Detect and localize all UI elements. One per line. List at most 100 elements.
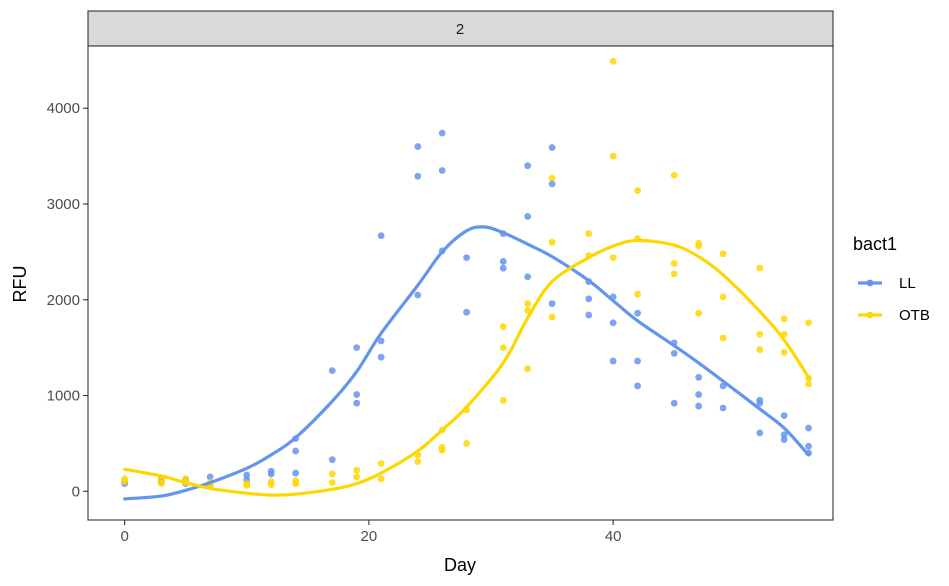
y-tick-label: 3000: [47, 196, 80, 213]
data-point-ll: [609, 319, 617, 327]
data-point-otb: [267, 478, 275, 486]
x-axis-title: Day: [444, 555, 476, 575]
legend-title: bact1: [853, 234, 897, 254]
legend: bact1 LL OTB: [853, 234, 930, 324]
data-point-otb: [756, 330, 764, 338]
x-tick-label: 20: [361, 528, 378, 545]
data-point-otb: [328, 470, 336, 478]
data-point-ll: [438, 129, 446, 137]
data-point-ll: [292, 447, 300, 455]
data-point-ll: [463, 308, 471, 316]
trend-line-otb: [123, 238, 811, 497]
data-point-otb: [670, 259, 678, 267]
data-point-otb: [805, 380, 812, 388]
data-point-ll: [780, 412, 788, 420]
data-point-ll: [524, 273, 532, 281]
data-point-otb: [157, 480, 165, 488]
data-point-otb: [243, 482, 251, 489]
data-point-otb: [634, 187, 641, 194]
data-point-ll: [377, 353, 385, 361]
data-point-otb: [670, 171, 678, 179]
data-point-otb: [756, 346, 764, 353]
trend-line-ll: [123, 225, 811, 501]
data-point-ll: [414, 172, 422, 180]
data-point-ll: [377, 337, 385, 345]
y-axis: 0 1000 2000 3000 4000: [47, 100, 88, 500]
legend-point-otb: [866, 311, 874, 319]
x-tick-label: 40: [605, 528, 622, 545]
legend-point-ll: [866, 279, 874, 287]
data-point-otb: [548, 313, 556, 321]
data-point-ll: [695, 373, 703, 381]
y-tick-label: 0: [72, 483, 80, 500]
data-point-otb: [670, 270, 678, 278]
data-point-otb: [499, 323, 507, 330]
trend-layer: [123, 225, 811, 501]
data-point-ll: [243, 471, 251, 479]
data-point-otb: [292, 477, 300, 485]
data-point-ll: [328, 367, 336, 375]
data-point-otb: [805, 319, 812, 327]
data-point-otb: [499, 396, 507, 404]
data-point-ll: [377, 232, 385, 240]
data-point-otb: [585, 230, 593, 238]
data-point-otb: [377, 475, 385, 483]
data-point-otb: [463, 439, 471, 447]
data-point-ll: [756, 396, 764, 404]
data-point-ll: [414, 143, 422, 150]
data-point-otb: [353, 466, 361, 474]
data-point-ll: [756, 429, 764, 437]
data-point-otb: [609, 254, 617, 262]
data-point-ll: [548, 300, 556, 307]
data-point-ll: [524, 213, 532, 220]
data-point-otb: [353, 473, 361, 481]
data-point-otb: [377, 460, 385, 467]
data-point-otb: [524, 300, 532, 307]
data-point-ll: [353, 391, 361, 398]
data-point-otb: [609, 57, 617, 65]
data-point-ll: [634, 309, 641, 317]
data-point-ll: [805, 424, 812, 432]
data-point-ll: [438, 167, 446, 174]
data-point-ll: [634, 382, 641, 390]
data-point-ll: [805, 442, 812, 450]
y-tick-label: 2000: [47, 292, 80, 309]
data-point-ll: [524, 162, 532, 170]
data-point-otb: [780, 349, 788, 356]
data-point-otb: [499, 344, 507, 352]
facet-strip: [87, 10, 834, 47]
data-point-ll: [695, 391, 703, 398]
data-point-otb: [756, 264, 764, 272]
data-point-ll: [585, 311, 593, 319]
data-point-ll: [353, 344, 361, 352]
data-point-ll: [719, 404, 727, 412]
data-point-ll: [292, 469, 300, 477]
data-point-otb: [719, 293, 727, 301]
data-point-otb: [695, 309, 703, 317]
data-point-ll: [670, 399, 678, 407]
data-point-ll: [548, 180, 556, 188]
data-point-otb: [719, 250, 727, 258]
facet-strip-label: 2: [456, 21, 464, 38]
data-point-ll: [414, 291, 422, 299]
data-point-ll: [499, 258, 507, 265]
data-point-ll: [499, 264, 507, 272]
data-point-otb: [609, 152, 617, 160]
data-point-ll: [328, 456, 336, 464]
data-point-otb: [438, 443, 446, 451]
data-point-ll: [548, 144, 556, 151]
data-point-ll: [463, 254, 471, 262]
data-point-otb: [524, 365, 532, 373]
x-tick-label: 0: [120, 528, 128, 545]
data-point-otb: [548, 238, 556, 246]
legend-label-ll: LL: [899, 275, 916, 292]
data-point-ll: [780, 431, 788, 439]
data-point-ll: [695, 402, 703, 410]
y-axis-title: RFU: [10, 266, 30, 303]
data-point-otb: [695, 239, 703, 247]
data-point-otb: [328, 479, 336, 487]
plot-panel: [87, 45, 834, 521]
data-point-ll: [609, 357, 617, 365]
data-point-ll: [267, 467, 275, 475]
